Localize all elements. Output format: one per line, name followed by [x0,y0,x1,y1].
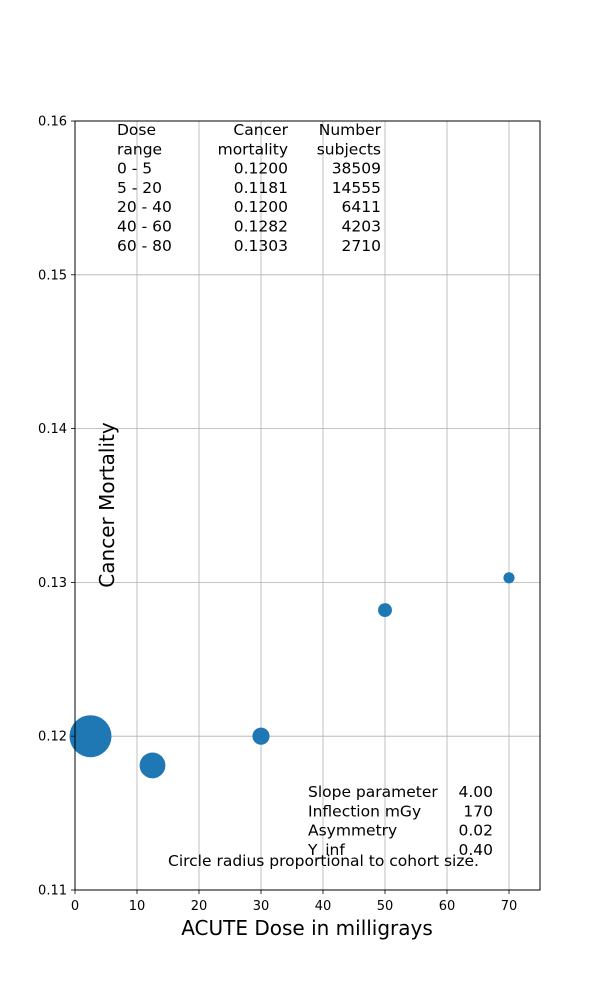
data-point [139,752,166,779]
x-tick-label: 70 [501,899,518,914]
table-cell: 0 - 5 [117,160,152,178]
parameter-label: Slope parameter [308,783,438,801]
table-cell: 0.1303 [234,237,288,255]
x-tick-label: 50 [377,899,394,914]
parameter-value: 0.40 [458,841,493,859]
table-header: mortality [218,140,288,158]
data-point [378,603,392,618]
axis-ticks: 0 10 20 30 40 50 60 70 0.11 0.12 0.13 0.14 0.15 0.16 [38,115,517,915]
table-cell: 60 - 80 [117,237,172,255]
table-header: subjects [317,140,381,158]
table-cell: 14555 [332,179,381,197]
x-tick-label: 0 [71,899,79,914]
y-tick-label: 0.15 [38,268,67,283]
y-tick-label: 0.12 [38,730,67,745]
plot-frame [74,120,541,891]
table-cell: 40 - 60 [117,218,172,236]
x-tick-label: 40 [315,899,332,914]
parameter-value: 0.02 [458,822,493,840]
table-cell: 0.1200 [234,160,288,178]
y-tick-label: 0.11 [38,884,67,899]
x-tick-label: 60 [439,899,456,914]
data-point [252,727,270,745]
data-points [69,572,515,779]
data-point [503,572,515,584]
table-cell: 0.1282 [234,218,288,236]
parameter-label: Asymmetry [308,822,397,840]
parameter-label: Inflection mGy [308,802,421,820]
table-cell: 4203 [342,218,381,236]
parameter-label: Y_inf [307,841,345,860]
table-header: range [117,140,162,158]
x-axis-title: ACUTE Dose in milligrays [181,916,433,940]
parameter-value: 170 [463,802,493,820]
table-cell: 6411 [342,198,381,216]
x-tick-label: 20 [191,899,208,914]
data-point [69,715,112,758]
x-tick-label: 10 [129,899,146,914]
y-tick-label: 0.16 [38,115,67,130]
table-cell: 0.1181 [234,179,288,197]
table-header: Cancer [233,121,288,139]
table-cell: 5 - 20 [117,179,162,197]
x-tick-label: 30 [253,899,270,914]
y-axis-title: Cancer Mortality [95,422,119,588]
table-header: Number [319,121,382,139]
y-tick-label: 0.13 [38,576,67,591]
parameters-table: Slope parameter 4.00 Inflection mGy 170 Asym… [307,783,493,860]
table-cell: 38509 [332,160,381,178]
table-cell: 2710 [342,237,381,255]
table-header: Dose [117,121,156,139]
table-cell: 0.1200 [234,198,288,216]
y-tick-label: 0.14 [38,422,67,437]
parameter-value: 4.00 [458,783,493,801]
chart-note: Circle radius proportional to cohort siz… [168,852,479,870]
table-cell: 20 - 40 [117,198,172,216]
